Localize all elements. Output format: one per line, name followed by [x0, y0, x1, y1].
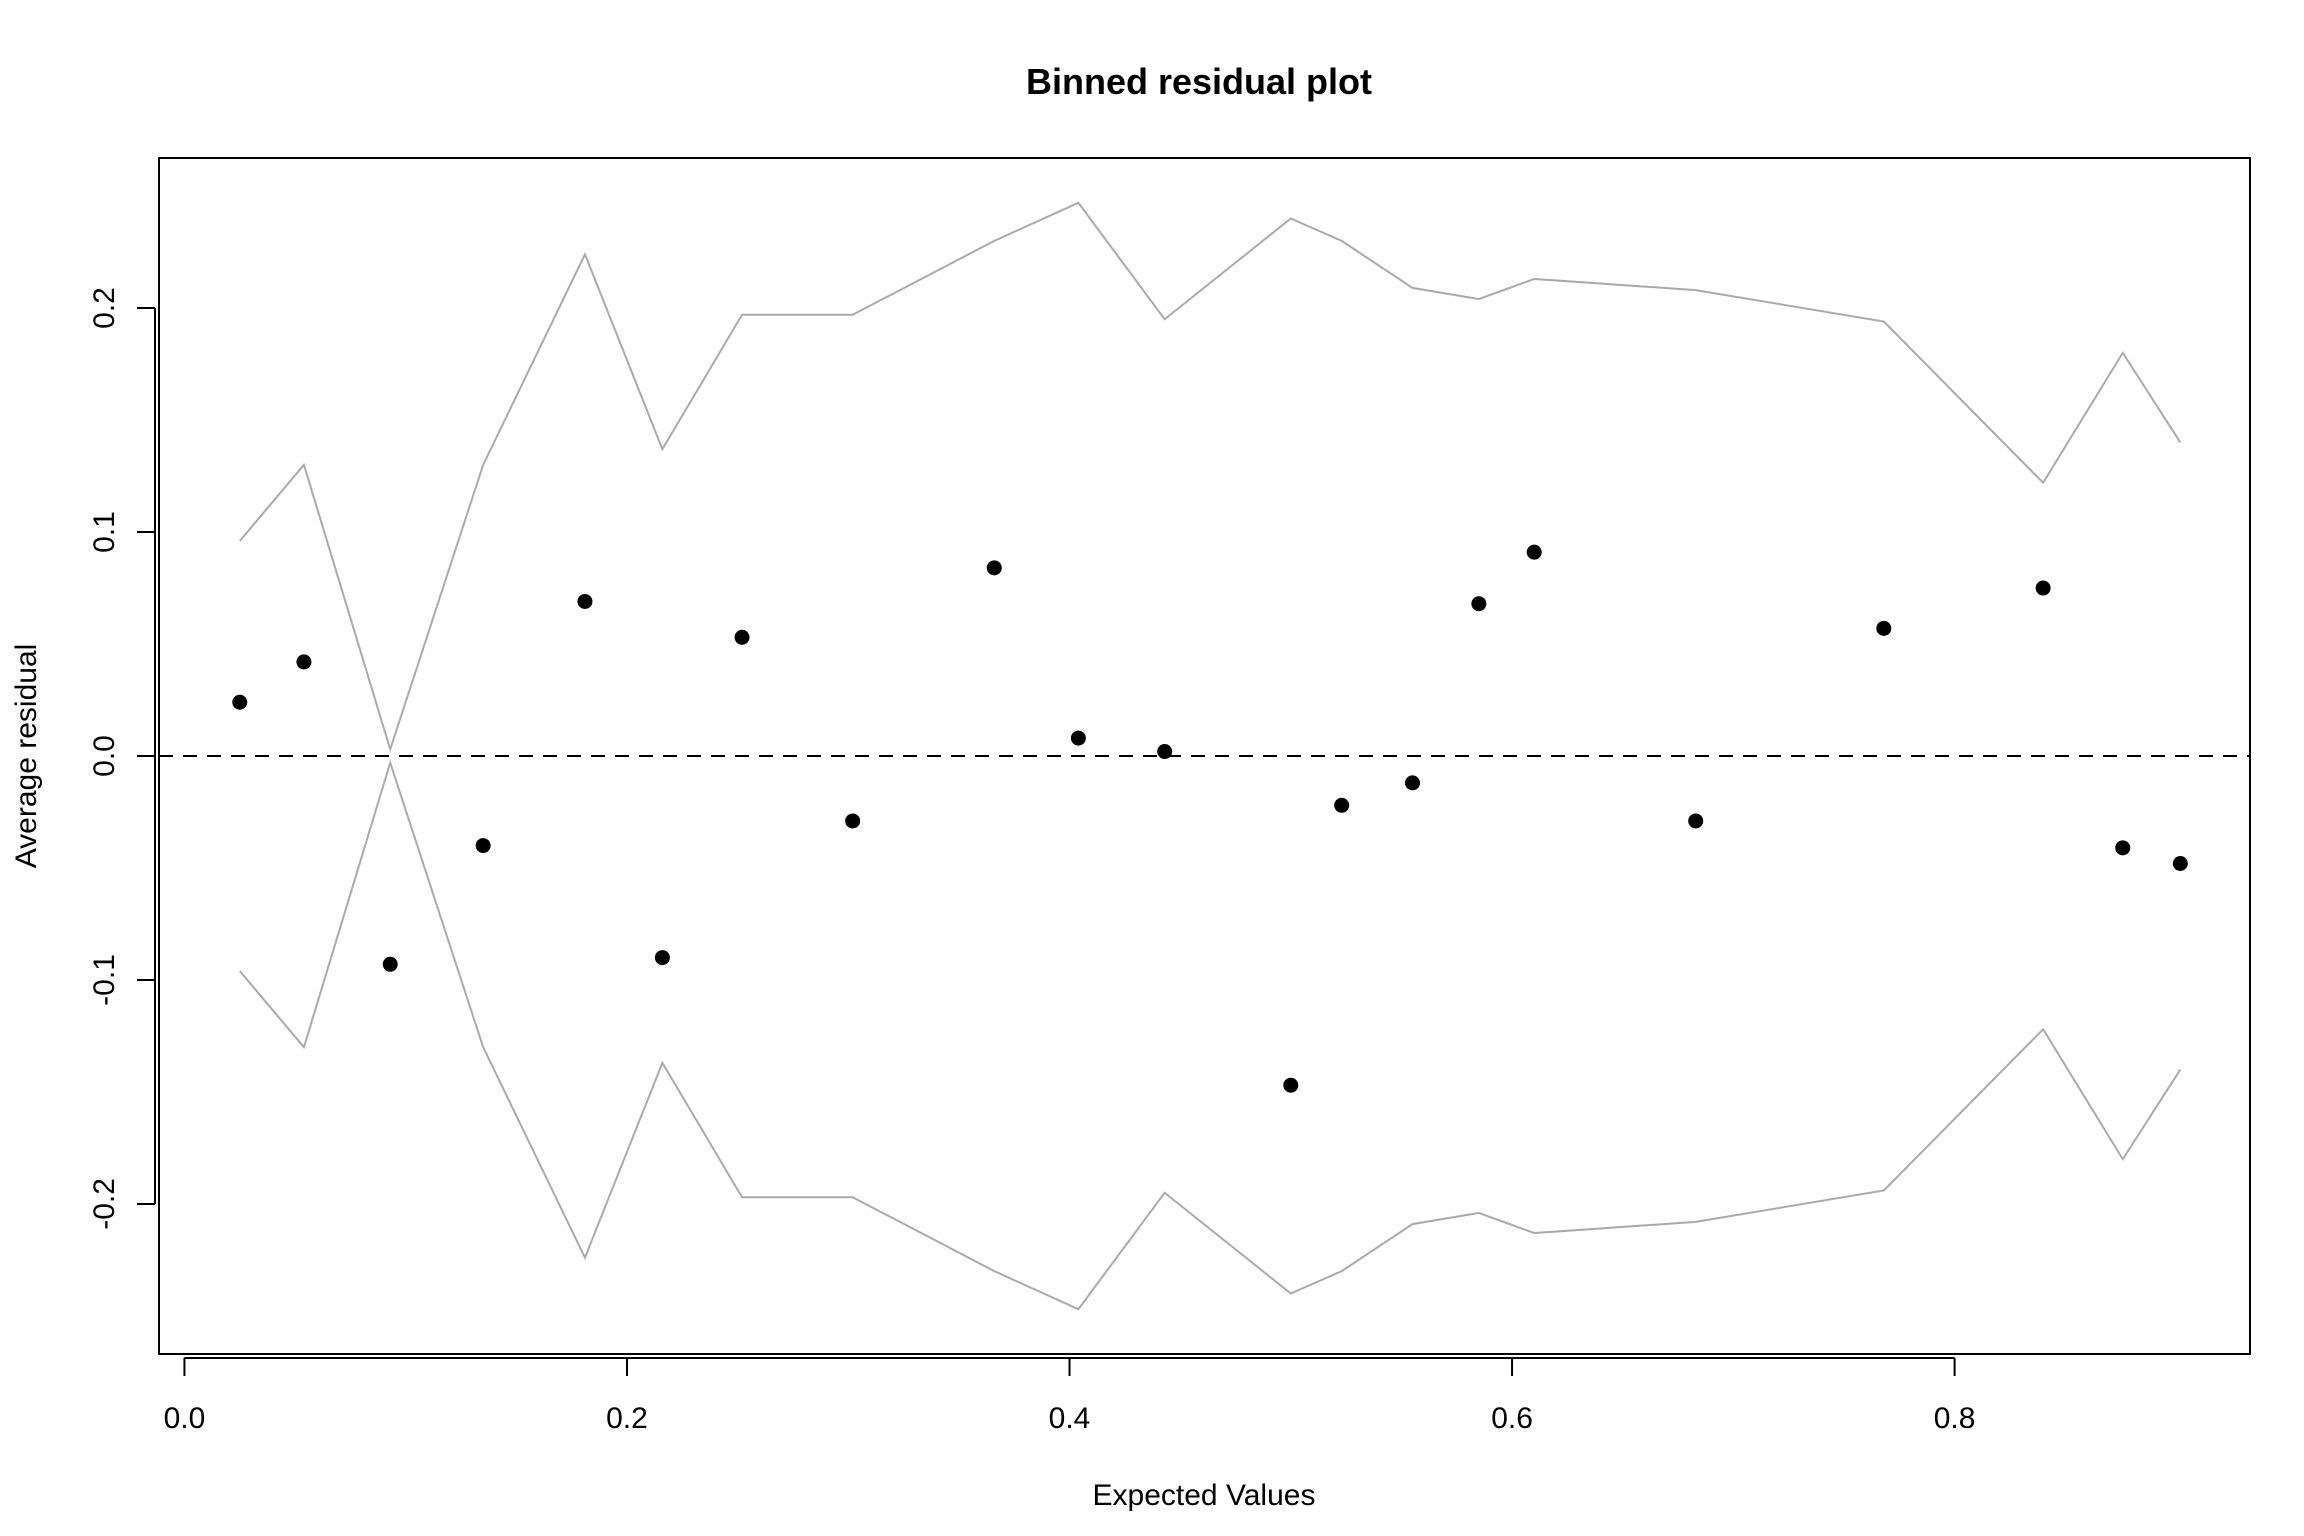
- y-tick-label: 0.2: [88, 287, 121, 329]
- residual-point: [2035, 580, 2051, 596]
- residual-point: [654, 950, 670, 966]
- residual-point: [1876, 620, 1892, 636]
- residual-point: [1334, 797, 1350, 813]
- x-tick-label: 0.6: [1491, 1402, 1533, 1435]
- residual-point: [296, 654, 312, 670]
- residual-point: [1283, 1077, 1299, 1093]
- x-tick-label: 0.2: [606, 1402, 648, 1435]
- residual-point: [1157, 744, 1173, 760]
- y-tick-label: 0.0: [88, 735, 121, 777]
- residual-point: [986, 560, 1002, 576]
- residual-point: [1070, 730, 1086, 746]
- y-axis-label: Average residual: [10, 644, 43, 869]
- y-tick-label: 0.1: [88, 511, 121, 553]
- residual-point: [1404, 775, 1420, 791]
- residual-point: [577, 593, 593, 609]
- upper-bound-line: [238, 201, 2182, 753]
- residual-point: [2115, 840, 2131, 856]
- residual-point: [382, 956, 398, 972]
- x-tick-label: 0.0: [164, 1402, 206, 1435]
- residual-point: [475, 838, 491, 854]
- residual-point: [1471, 596, 1487, 612]
- residual-point: [734, 629, 750, 645]
- y-tick-label: -0.2: [88, 1178, 121, 1230]
- residual-point: [2172, 856, 2188, 872]
- x-axis-label: Expected Values: [1093, 1479, 1316, 1512]
- residual-point: [1526, 544, 1542, 560]
- residual-points: [232, 544, 2188, 1093]
- chart-title: Binned residual plot: [1026, 61, 1372, 102]
- x-tick-label: 0.8: [1934, 1402, 1976, 1435]
- y-axis: -0.2 -0.1 0.0 0.1 0.2: [88, 287, 156, 1230]
- error-bounds: [238, 201, 2182, 1311]
- lower-bound-line: [238, 759, 2182, 1311]
- x-axis: 0.0 0.2 0.4 0.6 0.8: [164, 1357, 1976, 1435]
- x-tick-label: 0.4: [1049, 1402, 1091, 1435]
- residual-point: [1688, 813, 1704, 829]
- residual-point: [232, 694, 248, 710]
- residual-point: [845, 813, 861, 829]
- y-tick-label: -0.1: [88, 954, 121, 1006]
